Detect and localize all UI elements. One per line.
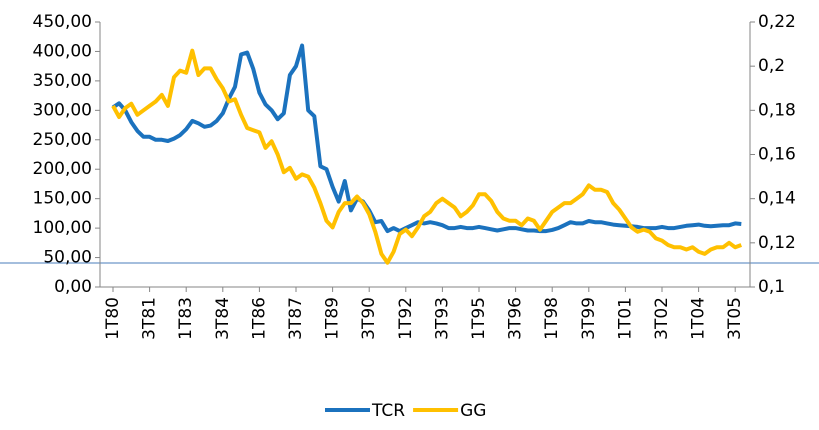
y-tick-label: 100,00	[33, 218, 92, 238]
y-tick-label: 0,00	[54, 277, 92, 297]
x-tick-label: 1T04	[689, 297, 709, 340]
x-tick-label: 3T93	[432, 297, 452, 340]
y-tick-label: 350,00	[33, 71, 92, 91]
x-tick-label: 1T95	[469, 297, 489, 340]
x-tick-label: 3T02	[652, 297, 672, 340]
x-tick-label: 1T98	[542, 297, 562, 340]
x-tick-label: 1T92	[396, 297, 416, 340]
y2-tick-label: 0,18	[758, 100, 796, 120]
y-tick-label: 150,00	[33, 189, 92, 209]
legend-label: GG	[460, 401, 486, 421]
series-line	[111, 43, 742, 234]
x-tick-label: 1T83	[176, 297, 196, 340]
y2-tick-label: 0,12	[758, 233, 796, 253]
x-tick-label: 3T96	[506, 297, 526, 340]
y2-tick-label: 0,16	[758, 145, 796, 165]
y-tick-label: 50,00	[43, 248, 92, 268]
y2-tick-label: 0,14	[758, 189, 796, 209]
x-tick-label: 1T89	[323, 297, 343, 340]
y-tick-label: 400,00	[33, 41, 92, 61]
y-tick-label: 250,00	[33, 130, 92, 150]
x-tick-label: 3T87	[286, 297, 306, 340]
x-tick-label: 3T84	[213, 297, 233, 340]
x-tick-label: 1T01	[615, 297, 635, 340]
y-tick-label: 450,00	[33, 12, 92, 32]
x-tick-label: 3T81	[140, 297, 160, 340]
y2-tick-label: 0,2	[758, 56, 785, 76]
y-tick-label: 200,00	[33, 159, 92, 179]
legend-label: TCR	[371, 401, 405, 421]
y-tick-label: 300,00	[33, 100, 92, 120]
x-tick-label: 3T05	[725, 297, 745, 340]
x-tick-label: 1T86	[249, 297, 269, 340]
x-tick-label: 3T99	[579, 297, 599, 340]
x-tick-label: 3T90	[359, 297, 379, 340]
y2-tick-label: 0,22	[758, 12, 796, 32]
x-tick-label: 1T80	[103, 297, 123, 340]
y2-tick-label: 0,1	[758, 277, 785, 297]
series-line	[111, 48, 743, 265]
